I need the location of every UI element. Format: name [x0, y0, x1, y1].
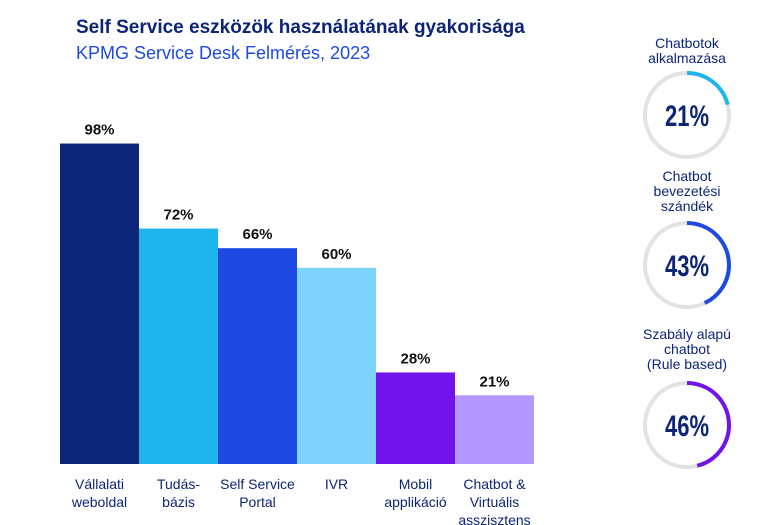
category-label: Chatbot & — [463, 476, 526, 492]
category-label: Mobil — [399, 476, 432, 492]
gauge-arc — [643, 381, 731, 469]
bar-value-label: 60% — [321, 246, 351, 263]
gauge-label-chatbot-intent: Chatbot bevezetési szándék — [612, 169, 762, 214]
bar — [455, 395, 534, 464]
gauge-arc — [643, 71, 731, 159]
bar — [139, 228, 218, 464]
chart-subtitle: KPMG Service Desk Felmérés, 2023 — [76, 43, 371, 63]
gauge-label-rule-based: Szabály alapú chatbot (Rule based) — [612, 327, 762, 372]
gauge-label-line: chatbot — [664, 341, 710, 357]
gauge-chatbot-usage: 21% — [643, 71, 731, 159]
gauge-value: 43% — [665, 250, 709, 283]
category-label: Portal — [239, 494, 276, 510]
bar-value-label: 72% — [163, 207, 193, 224]
bar-value-label: 98% — [84, 122, 114, 139]
category-label: Vállalati — [75, 476, 124, 492]
category-label: IVR — [325, 476, 348, 492]
gauge-label-line: bevezetési — [653, 183, 721, 199]
category-label: Virtuális — [470, 494, 520, 510]
category-label: Tudás- — [157, 476, 200, 492]
category-label: applikáció — [384, 494, 446, 510]
bar-value-label: 66% — [242, 226, 272, 243]
bar-chart: 98% Vállalati weboldal 72% Tudás-bázis 66% Sel… — [60, 122, 534, 525]
gauge-label-line: (Rule based) — [646, 356, 728, 372]
bar-value-label: 21% — [479, 373, 509, 390]
gauge-arc — [643, 221, 731, 309]
category-label: asszisztens — [458, 512, 530, 525]
category-label: weboldal — [71, 494, 127, 510]
gauge-label-line: Chatbotok — [655, 35, 719, 51]
gauge-label-line: Chatbot — [662, 168, 712, 184]
category-label: bázis — [162, 494, 195, 510]
gauge-chatbot-intent: 43% — [643, 221, 731, 309]
gauge-value: 46% — [665, 410, 709, 443]
gauge-label-chatbot-usage: Chatbotok alkalmazása — [612, 36, 762, 66]
bar — [297, 267, 376, 464]
category-label: Self Service — [220, 476, 295, 492]
gauge-value: 21% — [665, 100, 709, 133]
gauge-label-line: szándék — [660, 198, 714, 214]
gauge-rule-based: 46% — [643, 381, 731, 469]
gauge-label-line: alkalmazása — [648, 50, 726, 66]
bar-value-label: 28% — [400, 350, 430, 367]
bar — [376, 372, 455, 464]
gauge-label-line: Szabály alapú — [643, 326, 731, 342]
chart-title: Self Service eszközök használatának gyak… — [76, 17, 525, 38]
bar — [218, 248, 297, 464]
bar — [60, 143, 139, 465]
